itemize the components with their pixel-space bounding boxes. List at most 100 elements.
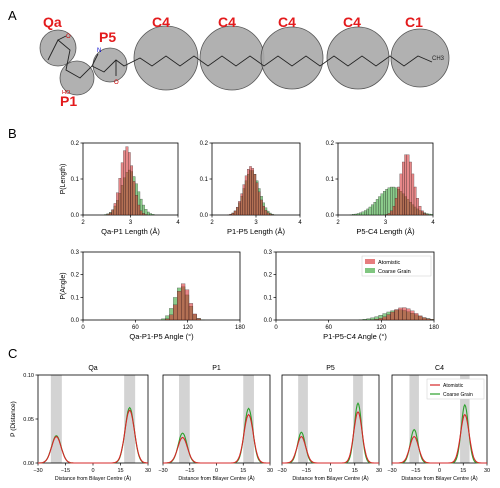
y-axis-label: P(Angle) (60, 272, 67, 299)
histogram-bar (413, 186, 417, 216)
histogram-b1: 2 3 4 0.0 0.1 0.2 Qa-P1 Length (Å) P(Length) (60, 141, 180, 236)
histogram-bar (142, 213, 145, 216)
histogram-bar (430, 214, 434, 216)
histogram-bar (364, 210, 367, 216)
histogram-bar (181, 283, 186, 321)
x-tick-label: 0 (91, 468, 94, 474)
histogram-bar (262, 205, 265, 216)
histogram-bar (106, 214, 110, 216)
histogram-bar (386, 314, 391, 321)
x-tick-label: 3 (384, 220, 388, 226)
histogram-bar (236, 206, 239, 216)
x-tick-label: 120 (183, 325, 194, 331)
x-tick-label: −15 (302, 468, 311, 474)
histogram-bar (177, 291, 182, 321)
y-tick-label: 0.0 (71, 213, 80, 219)
bead-label-c4-4: C4 (343, 14, 361, 30)
atom-label-o1: O (66, 34, 71, 40)
histogram-bar (397, 186, 400, 216)
histogram-bar (113, 203, 117, 216)
histogram-bar (392, 205, 396, 216)
bead-c4-3 (260, 26, 324, 90)
histogram-bar (354, 213, 358, 216)
bead-c4-1 (133, 25, 199, 91)
histogram-bar (421, 210, 424, 216)
x-tick-label: −30 (33, 468, 42, 474)
histogram-bar (374, 319, 379, 321)
bead-label-qa: Qa (43, 14, 62, 30)
histogram-bar (366, 208, 369, 216)
subplot-title: Qa (88, 365, 97, 372)
histogram-bar (402, 161, 405, 216)
x-tick-label: 4 (431, 220, 435, 226)
x-tick-label: 30 (376, 468, 382, 474)
x-axis-label: Distance from Bilayer Centre (Å) (55, 475, 131, 482)
y-tick-label: 0.2 (200, 141, 209, 147)
ester-bond (57, 35, 67, 41)
histogram-b2: 2 3 4 0.0 0.1 0.2 P1-P5 Length (Å) (200, 141, 303, 236)
histogram-bar (368, 206, 372, 216)
histogram-bar (130, 165, 133, 216)
bilayer-shade (243, 375, 254, 463)
histogram-bar (173, 304, 178, 321)
y-tick-label: 0.2 (71, 273, 80, 279)
x-tick-label: 30 (267, 468, 273, 474)
x-tick-label: −15 (61, 468, 70, 474)
histogram-bar (423, 213, 426, 216)
histogram-bar (394, 309, 399, 321)
bilayer-shade (353, 375, 363, 463)
histogram-bar (260, 199, 263, 216)
histogram-bar (147, 211, 150, 216)
histogram-bar (425, 214, 429, 216)
series-line-atomistic (163, 413, 270, 464)
x-tick-label: 180 (235, 325, 246, 331)
histogram-bar (240, 193, 243, 216)
histogram-bar (144, 209, 148, 216)
histogram-bar (383, 191, 386, 216)
y-tick-label: 0.0 (264, 318, 273, 324)
histogram-bar (402, 307, 407, 321)
legend-label-atomistic: Atomistic (378, 260, 401, 266)
x-tick-label: 2 (210, 220, 214, 226)
y-tick-label: 0.0 (200, 213, 209, 219)
histogram-b5: 0 60 120 180 0.0 0.1 0.2 0.3 P1-P5-C4 Angle (°) A… (264, 250, 440, 341)
histogram-bar (378, 196, 381, 216)
x-axis-label: Distance from Bilayer Centre (Å) (178, 475, 254, 482)
histogram-bar (429, 319, 435, 321)
bead-c4-4 (326, 26, 390, 90)
histogram-bar (425, 318, 431, 321)
bilayer-shade (179, 375, 190, 463)
legend-box (426, 378, 485, 400)
histogram-bar (242, 184, 246, 216)
histogram-bar (352, 214, 355, 216)
x-tick-label: 3 (254, 220, 258, 226)
histogram-bar (244, 175, 248, 216)
bead-label-p1: P1 (60, 93, 77, 109)
histogram-bar (362, 319, 367, 321)
histogram-bar (125, 146, 129, 216)
histogram-bar (394, 198, 398, 216)
x-tick-label: 15 (352, 468, 358, 474)
x-tick-label: 3 (129, 220, 133, 226)
bead-label-c1: C1 (405, 14, 423, 30)
series-line-coarse-grain (282, 402, 379, 464)
series-line-atomistic (38, 409, 149, 464)
y-tick-label: 0.1 (200, 177, 209, 183)
histogram-bar (418, 315, 423, 321)
bead-c4-2 (199, 25, 265, 91)
y-tick-label: 0.1 (71, 295, 80, 301)
histogram-bar (233, 210, 237, 216)
x-tick-label: 60 (325, 325, 332, 331)
histogram-bar (385, 189, 388, 216)
histogram-bar (428, 213, 431, 216)
histogram-bar (104, 214, 107, 216)
plot-frame (275, 251, 435, 321)
histogram-bar (264, 210, 268, 216)
histogram-bar (375, 199, 379, 216)
x-tick-label: 60 (132, 325, 139, 331)
x-tick-label: 4 (298, 220, 302, 226)
atom-label-n: N (97, 48, 101, 54)
histogram-bar (371, 204, 374, 216)
histogram-bar (390, 210, 393, 216)
